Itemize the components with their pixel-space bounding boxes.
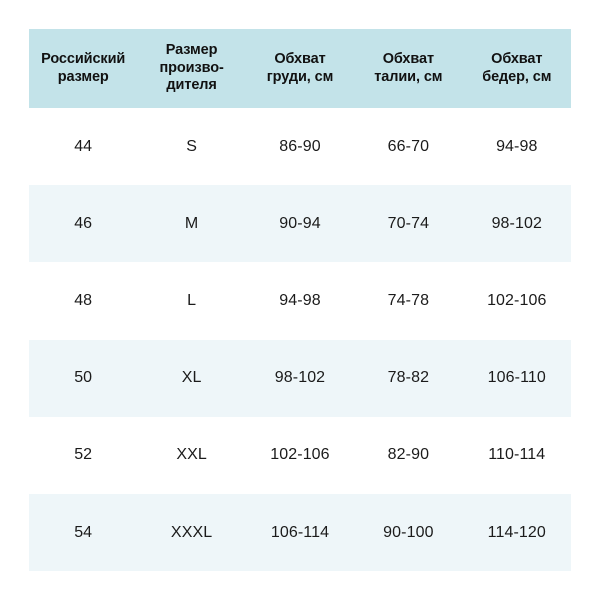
cell-manufacturer-size: XL — [137, 339, 246, 417]
table-row: 48 L 94-98 74-78 102-106 — [29, 262, 571, 340]
cell-waist: 66-70 — [354, 108, 463, 186]
cell-russian-size: 54 — [29, 493, 138, 572]
cell-hips: 94-98 — [462, 108, 571, 186]
size-chart-table: Российский размер Размер произво-дителя Об… — [29, 29, 571, 572]
cell-waist: 82-90 — [354, 416, 463, 494]
cell-waist: 90-100 — [354, 493, 463, 572]
table-header-row: Российский размер Размер произво-дителя Об… — [29, 29, 571, 108]
column-header-chest: Обхват груди, см — [245, 29, 355, 108]
column-header-line: Обхват — [491, 50, 543, 67]
column-header-line: размер — [57, 68, 109, 85]
column-header-line: Обхват — [274, 50, 326, 67]
cell-waist: 74-78 — [354, 262, 463, 340]
cell-chest: 90-94 — [245, 185, 355, 263]
cell-hips: 110-114 — [462, 416, 571, 494]
table-body: 44 S 86-90 66-70 94-98 46 M 90-94 70-74 98-102 48 L… — [29, 108, 571, 572]
cell-chest: 106-114 — [245, 493, 355, 572]
column-header-line: Размер — [165, 41, 218, 58]
cell-waist: 78-82 — [354, 339, 463, 417]
cell-hips: 114-120 — [462, 493, 571, 572]
cell-manufacturer-size: S — [137, 108, 246, 186]
cell-chest: 94-98 — [245, 262, 355, 340]
cell-russian-size: 44 — [29, 108, 138, 186]
cell-russian-size: 50 — [29, 339, 138, 417]
column-header-line: бедер, см — [482, 68, 552, 85]
column-header-line: груди, см — [266, 68, 334, 85]
cell-manufacturer-size: M — [137, 185, 246, 263]
table-row: 46 M 90-94 70-74 98-102 — [29, 185, 571, 263]
cell-russian-size: 48 — [29, 262, 138, 340]
cell-manufacturer-size: L — [137, 262, 246, 340]
cell-russian-size: 52 — [29, 416, 138, 494]
cell-chest: 102-106 — [245, 416, 355, 494]
cell-hips: 102-106 — [462, 262, 571, 340]
cell-waist: 70-74 — [354, 185, 463, 263]
cell-hips: 106-110 — [462, 339, 571, 417]
column-header-hips: Обхват бедер, см — [462, 29, 571, 108]
table-row: 44 S 86-90 66-70 94-98 — [29, 108, 571, 186]
column-header-russian-size: Российский размер — [29, 29, 138, 108]
cell-hips: 98-102 — [462, 185, 571, 263]
cell-manufacturer-size: XXL — [137, 416, 246, 494]
column-header-line: талии, см — [374, 68, 443, 85]
column-header-waist: Обхват талии, см — [354, 29, 463, 108]
column-header-line: дителя — [166, 77, 217, 94]
column-header-line: Обхват — [382, 50, 434, 67]
cell-manufacturer-size: XXXL — [137, 493, 246, 572]
table-row: 54 XXXL 106-114 90-100 114-120 — [29, 493, 571, 572]
table-row: 50 XL 98-102 78-82 106-110 — [29, 339, 571, 417]
cell-chest: 98-102 — [245, 339, 355, 417]
size-chart-container: Российский размер Размер произво-дителя Об… — [29, 29, 571, 572]
column-header-manufacturer-size: Размер произво-дителя — [137, 29, 246, 108]
table-row: 52 XXL 102-106 82-90 110-114 — [29, 416, 571, 494]
cell-chest: 86-90 — [245, 108, 355, 186]
column-header-line: Российский — [41, 50, 126, 67]
table-header: Российский размер Размер произво-дителя Об… — [29, 29, 571, 108]
column-header-line: произво- — [159, 59, 224, 76]
cell-russian-size: 46 — [29, 185, 138, 263]
